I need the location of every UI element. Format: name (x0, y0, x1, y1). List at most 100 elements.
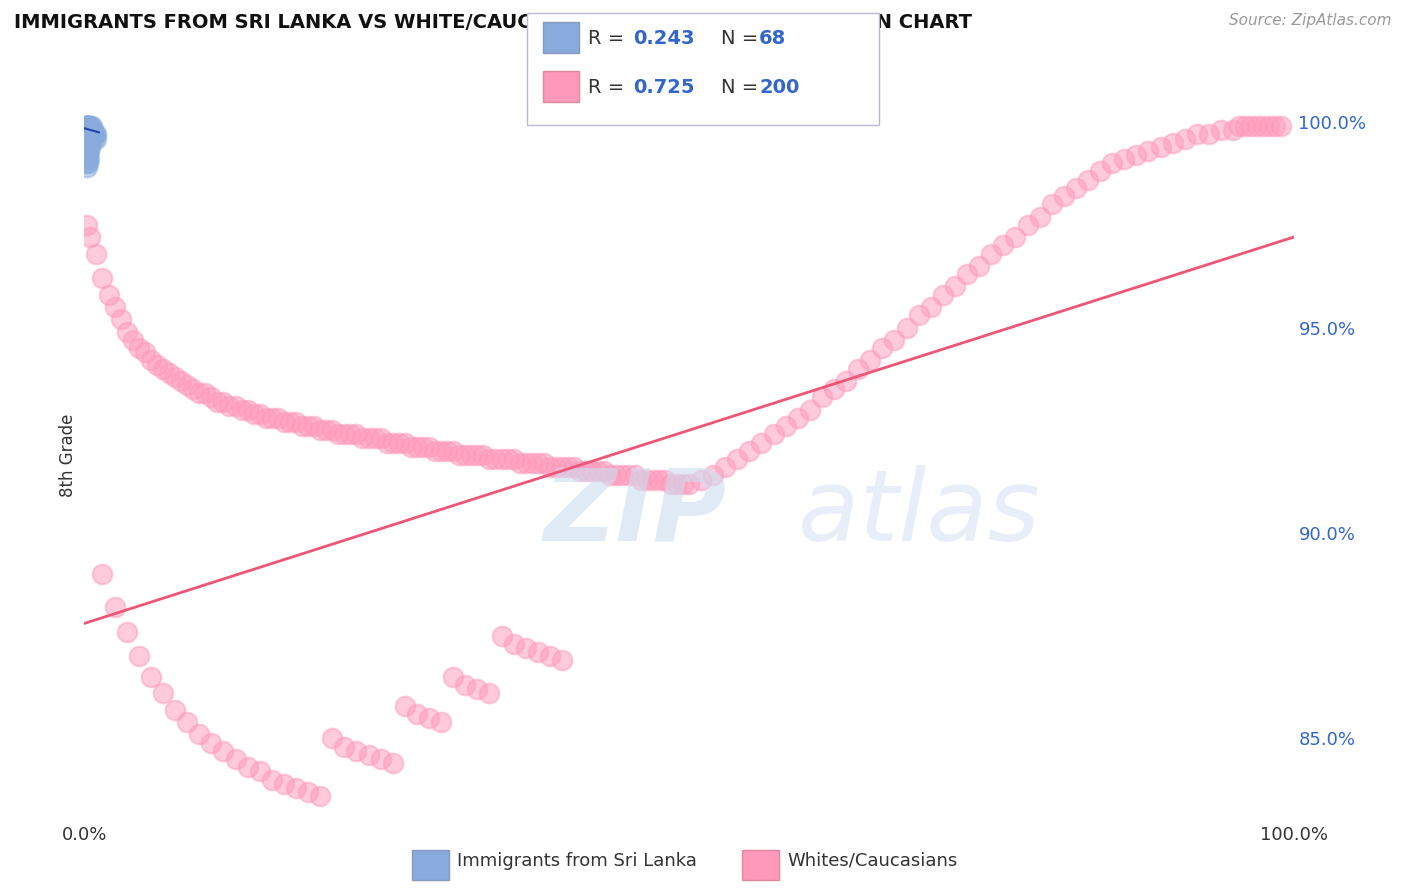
Point (80, 119, 103, 133)
Point (491, 629, 513, 643)
Point (630, 473, 652, 487)
Point (993, 238, 1015, 252)
Point (370, 752, 392, 766)
Point (77, 156, 100, 170)
Point (309, 423, 332, 437)
Point (659, 476, 682, 491)
Point (381, 435, 404, 450)
Point (441, 443, 464, 458)
Point (249, 764, 271, 779)
Point (188, 386, 211, 401)
Point (76, 128, 98, 142)
Point (328, 427, 350, 442)
Point (423, 443, 446, 458)
Text: IMMIGRANTS FROM SRI LANKA VS WHITE/CAUCASIAN 8TH GRADE CORRELATION CHART: IMMIGRANTS FROM SRI LANKA VS WHITE/CAUCA… (14, 13, 972, 32)
Point (515, 641, 537, 656)
Point (1064, 181, 1087, 195)
Point (77, 131, 100, 145)
Point (1253, 119, 1275, 133)
Point (762, 427, 785, 442)
Point (79, 131, 101, 145)
Point (146, 358, 169, 372)
Point (285, 780, 308, 795)
Point (811, 391, 834, 405)
Point (291, 419, 314, 434)
Point (76, 123, 98, 137)
Point (76, 131, 98, 145)
Point (823, 382, 845, 396)
Point (339, 427, 361, 442)
Point (491, 452, 513, 467)
Point (1264, 119, 1286, 133)
Point (394, 698, 416, 713)
Point (79, 119, 101, 133)
Point (188, 727, 211, 741)
Point (110, 312, 132, 326)
Text: 68: 68 (759, 29, 786, 47)
Point (1246, 119, 1268, 133)
Point (956, 267, 979, 281)
Point (76, 128, 98, 142)
Point (236, 760, 259, 774)
Point (80, 128, 103, 142)
Point (285, 415, 308, 429)
Point (76, 148, 98, 162)
Point (75, 144, 97, 158)
Point (588, 464, 610, 478)
Point (80, 123, 103, 137)
Point (1040, 197, 1063, 211)
Point (91, 271, 114, 285)
Point (181, 382, 204, 396)
Point (77, 128, 100, 142)
Point (357, 747, 380, 762)
Point (75, 119, 97, 133)
Point (454, 448, 477, 462)
Point (557, 460, 579, 475)
Point (533, 456, 555, 470)
Point (212, 744, 235, 758)
Y-axis label: 8th Grade: 8th Grade (59, 413, 77, 497)
Point (665, 476, 688, 491)
Text: 0.725: 0.725 (633, 78, 695, 96)
Point (388, 435, 411, 450)
Point (1198, 128, 1220, 142)
Point (165, 703, 187, 717)
Point (76, 131, 98, 145)
Point (454, 678, 477, 692)
Point (738, 443, 761, 458)
Point (77, 123, 100, 137)
Point (139, 670, 162, 684)
Point (562, 460, 585, 475)
Point (76, 119, 98, 133)
Point (333, 739, 356, 754)
Point (212, 394, 235, 409)
Point (77, 123, 100, 137)
Point (77, 119, 100, 133)
Point (77, 119, 100, 133)
Point (139, 353, 162, 368)
Point (509, 456, 531, 470)
Point (1053, 189, 1076, 203)
Point (872, 341, 894, 355)
Point (207, 394, 229, 409)
Point (82, 128, 104, 142)
Point (77, 128, 100, 142)
Point (714, 460, 737, 475)
Point (551, 460, 574, 475)
Point (218, 399, 240, 413)
Point (86, 128, 108, 142)
Point (278, 415, 301, 429)
Text: 200: 200 (759, 78, 800, 96)
Point (907, 308, 929, 322)
Point (418, 440, 440, 454)
Point (1209, 123, 1232, 137)
Point (128, 341, 150, 355)
Point (315, 423, 337, 437)
Point (346, 744, 368, 758)
Point (77, 123, 100, 137)
Point (273, 777, 295, 791)
Point (75, 156, 97, 170)
Point (309, 789, 332, 803)
Point (77, 148, 100, 162)
Point (520, 456, 543, 470)
